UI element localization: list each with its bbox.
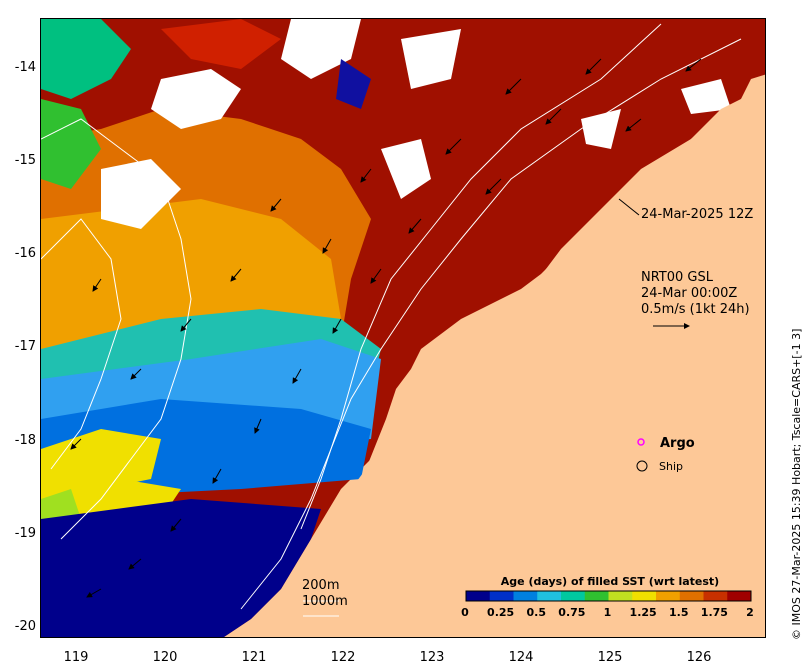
colorbar-swatch xyxy=(632,591,657,601)
colorbar-swatch xyxy=(584,591,609,601)
isobath-contours xyxy=(41,23,742,610)
legend-argo-label: Argo xyxy=(660,436,695,451)
colorbar-tick-label: 0.75 xyxy=(558,606,586,619)
colorbar-tick-label: 1.75 xyxy=(700,606,728,619)
credit-text: © IMOS 27-Mar-2025 15:39 Hobart; Tscale=… xyxy=(790,328,803,640)
y-tick-label: -14 xyxy=(14,60,36,75)
colorbar-tick-label: 2 xyxy=(746,606,754,619)
colorbar-title: Age (days) of filled SST (wrt latest) xyxy=(500,575,720,588)
x-tick-label: 126 xyxy=(686,650,712,665)
y-tick-label: -16 xyxy=(14,246,36,261)
current-scale: 0.5m/s (1kt 24h) xyxy=(641,302,750,317)
y-tick-label: -20 xyxy=(14,619,36,634)
current-source: NRT00 GSL xyxy=(641,270,713,285)
land-mass xyxy=(233,74,765,637)
y-tick-label: -17 xyxy=(14,339,36,354)
colorbar-swatch xyxy=(727,591,752,601)
ship-symbol xyxy=(636,460,648,472)
legend-ship-label: Ship xyxy=(659,460,683,473)
colorbar-swatch xyxy=(489,591,514,601)
x-tick-label: 122 xyxy=(330,650,356,665)
colorbar-swatch xyxy=(513,591,538,601)
colorbar-swatch xyxy=(537,591,562,601)
colorbar-swatch xyxy=(608,591,633,601)
colorbar-tick-label: 0.5 xyxy=(526,606,547,619)
map-timestamp: 24-Mar-2025 12Z xyxy=(641,207,754,222)
colorbar xyxy=(456,573,761,623)
current-vectors xyxy=(70,58,702,598)
colorbar-swatch xyxy=(679,591,704,601)
x-tick-label: 120 xyxy=(152,650,178,665)
colorbar-swatch xyxy=(466,591,491,601)
y-tick-label: -19 xyxy=(14,526,36,541)
current-time: 24-Mar 00:00Z xyxy=(641,286,738,301)
x-tick-label: 125 xyxy=(597,650,623,665)
x-tick-label: 124 xyxy=(508,650,534,665)
colorbar-tick-label: 1.25 xyxy=(629,606,657,619)
x-tick-label: 123 xyxy=(419,650,445,665)
contour-200m-label: 200m xyxy=(302,578,340,593)
x-tick-label: 119 xyxy=(63,650,89,665)
y-tick-label: -18 xyxy=(14,433,36,448)
colorbar-tick-label: 0.25 xyxy=(487,606,515,619)
argo-symbol xyxy=(637,438,645,446)
colorbar-tick-label: 1 xyxy=(603,606,612,619)
colorbar-swatch xyxy=(656,591,681,601)
colorbar-tick-label: 0 xyxy=(461,606,469,619)
colorbar-tick-label: 1.5 xyxy=(669,606,689,619)
sst-map xyxy=(41,19,765,637)
x-tick-label: 121 xyxy=(241,650,267,665)
contour-1000m-label: 1000m xyxy=(302,594,348,609)
colorbar-swatch xyxy=(703,591,728,601)
colorbar-swatch xyxy=(561,591,586,601)
map-area[interactable] xyxy=(40,18,766,638)
y-tick-label: -15 xyxy=(14,153,36,168)
